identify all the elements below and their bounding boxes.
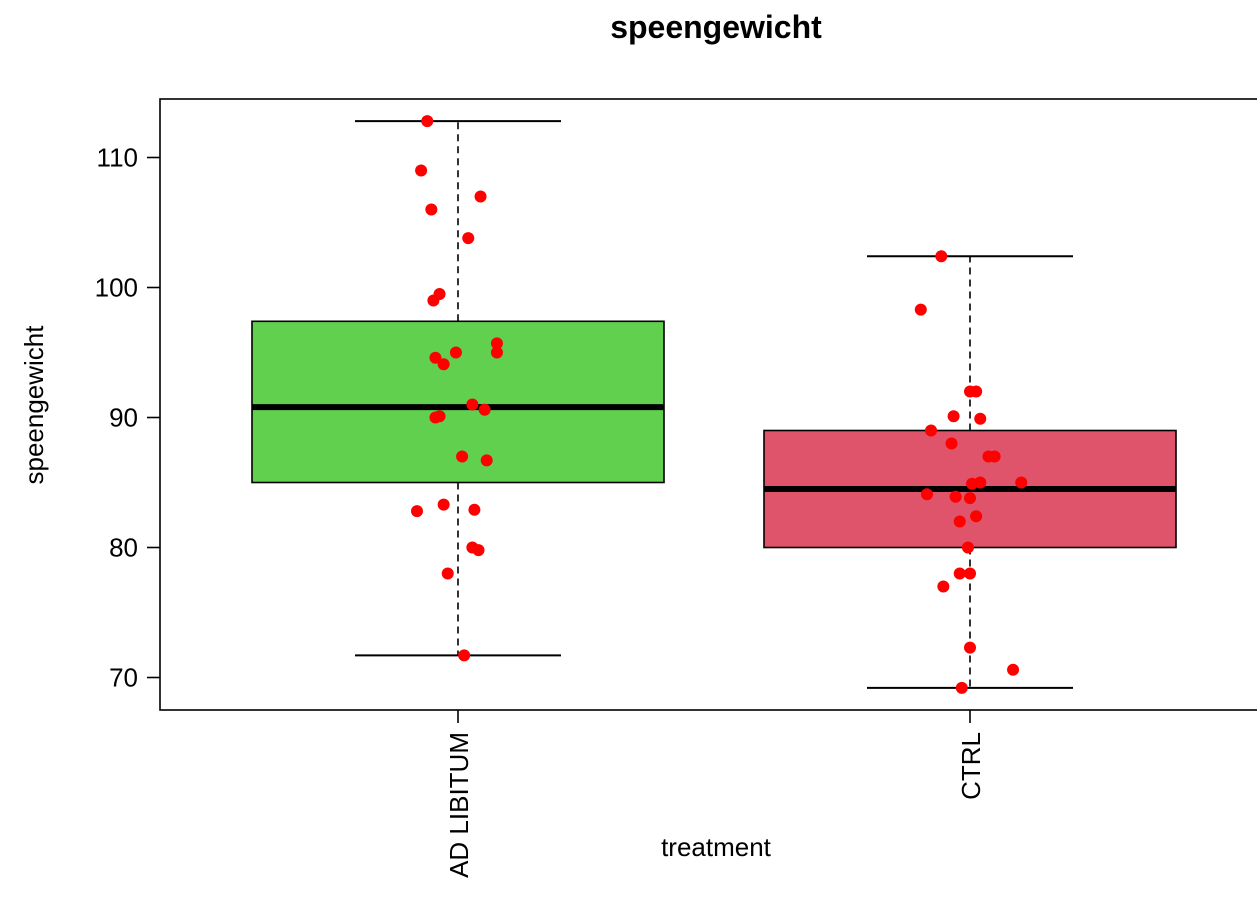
- y-tick-label: 100: [95, 273, 138, 303]
- y-tick-label: 70: [109, 663, 138, 693]
- data-point: [437, 358, 450, 371]
- data-point: [966, 477, 979, 490]
- data-point: [964, 567, 976, 580]
- data-point: [449, 346, 462, 359]
- y-tick-label: 80: [109, 533, 138, 563]
- data-point: [920, 488, 933, 501]
- data-point: [480, 454, 493, 467]
- data-point: [425, 203, 438, 216]
- data-point: [462, 232, 475, 245]
- box-group: [251, 120, 665, 657]
- y-axis-label: speengewicht: [19, 325, 49, 485]
- box-group: [763, 255, 1177, 689]
- data-point: [472, 544, 485, 557]
- plot-frame: [159, 98, 1257, 711]
- y-axis: 70 80 90 100 110: [95, 143, 160, 693]
- data-point: [1015, 476, 1028, 489]
- data-point: [914, 303, 927, 316]
- data-point: [970, 385, 983, 398]
- boxes-layer: [251, 120, 1177, 689]
- x-axis: AD LIBITUM CTRL: [444, 710, 986, 878]
- data-point: [490, 337, 503, 350]
- x-axis-label: treatment: [661, 832, 772, 862]
- chart-title: speengewicht: [610, 9, 822, 45]
- data-point: [474, 190, 487, 203]
- data-point: [478, 403, 491, 416]
- data-point: [415, 164, 428, 177]
- data-point: [437, 498, 450, 511]
- data-point: [937, 580, 950, 593]
- data-point: [955, 681, 968, 694]
- data-point: [953, 515, 966, 528]
- data-point: [1007, 663, 1020, 676]
- data-point: [925, 424, 938, 437]
- data-point: [964, 492, 976, 505]
- data-point: [964, 641, 976, 654]
- data-point: [421, 115, 434, 128]
- y-tick-label: 90: [109, 403, 138, 433]
- data-point: [456, 450, 469, 463]
- data-point: [490, 346, 503, 359]
- data-point: [970, 510, 983, 523]
- data-point: [961, 541, 974, 554]
- data-point: [949, 490, 962, 503]
- data-point: [441, 567, 454, 580]
- data-point: [458, 649, 471, 662]
- data-point: [947, 410, 960, 423]
- data-point: [411, 505, 423, 518]
- data-point: [466, 398, 479, 411]
- data-point: [935, 250, 948, 263]
- data-point: [974, 412, 987, 425]
- x-tick-label: CTRL: [956, 732, 986, 800]
- data-point: [429, 351, 442, 364]
- data-point: [988, 450, 1001, 463]
- data-point: [468, 503, 481, 516]
- data-point: [945, 437, 958, 450]
- data-point: [429, 411, 442, 424]
- points-layer: [411, 115, 1028, 694]
- data-point: [953, 567, 966, 580]
- x-tick-label: AD LIBITUM: [444, 732, 474, 878]
- data-point: [427, 294, 440, 307]
- y-tick-label: 110: [97, 143, 138, 173]
